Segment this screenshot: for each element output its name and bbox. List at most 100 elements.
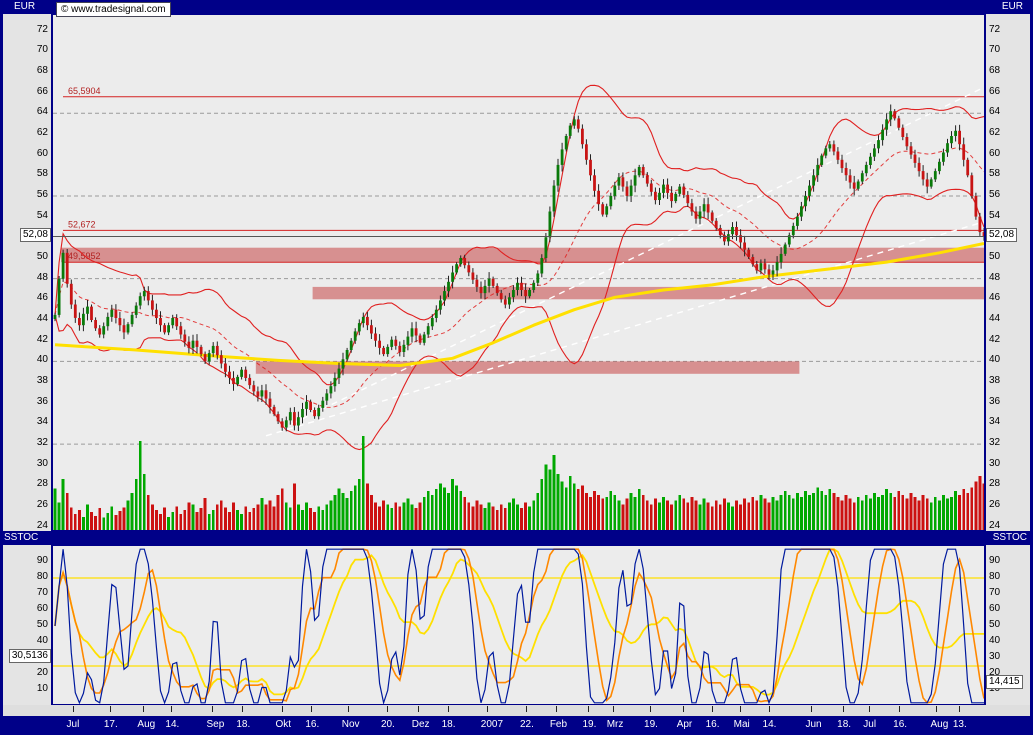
- time-tick-mark: [281, 706, 283, 712]
- price-tick-label: 40: [36, 354, 48, 366]
- price-tick-label: 38: [989, 375, 1001, 387]
- svg-text:65,5904: 65,5904: [68, 86, 101, 96]
- price-axis-currency-right: EUR: [1001, 1, 1023, 12]
- time-tick-mark: [171, 706, 173, 712]
- sstoc-threshold-lines: [53, 577, 984, 667]
- price-tick-label: 32: [989, 437, 1001, 449]
- sstoc-value-tag-left: 30,5136: [8, 649, 51, 664]
- price-tick-label: 64: [989, 106, 1001, 118]
- time-tick-mark: [650, 706, 652, 712]
- time-tick-mark: [242, 706, 244, 712]
- time-axis[interactable]: Jul 17. Aug 14. Sep 18. Okt 16. Nov 20. Dez 18. 2007…: [0, 716, 1033, 735]
- price-axis-currency-left: EUR: [14, 1, 36, 12]
- time-tick-mark: [447, 706, 449, 712]
- time-tick-mark: [347, 706, 349, 712]
- timeline-label: Nov: [341, 719, 360, 730]
- sstoc-tick-label: 40: [989, 635, 1001, 646]
- sstoc-value-tag-right: 14,415: [986, 674, 1023, 689]
- price-chart-plot[interactable]: 65,5904 52,672 49,5952: [52, 14, 985, 531]
- timeline-label: 13.: [952, 719, 967, 730]
- sstoc-tick-label: 20: [989, 667, 1001, 678]
- sstoc-axis-left[interactable]: 90807060504030201030,5136: [3, 545, 51, 705]
- time-tick-mark: [588, 706, 590, 712]
- price-tick-label: 46: [989, 292, 1001, 304]
- price-tick-label: 70: [989, 44, 1001, 56]
- timeline-label: Aug: [137, 719, 156, 730]
- time-tick-mark: [109, 706, 111, 712]
- time-tick-mark: [486, 706, 488, 712]
- time-tick-mark: [811, 706, 813, 712]
- price-tick-label: 34: [36, 416, 48, 428]
- time-tick-mark: [555, 706, 557, 712]
- last-price-tag-right: 52,08: [986, 228, 1018, 243]
- price-tick-label: 66: [36, 85, 48, 97]
- price-tick-label: 66: [989, 85, 1001, 97]
- sstoc-tick-label: 60: [36, 603, 48, 614]
- price-tick-label: 44: [989, 313, 1001, 325]
- moving-average-line: [54, 242, 984, 367]
- sstoc-tick-label: 80: [989, 571, 1001, 582]
- price-tick-label: 24: [36, 519, 48, 531]
- timeline-label: Jun: [805, 719, 822, 730]
- sstoc-indicator-plot[interactable]: [52, 545, 985, 705]
- svg-text:49,5952: 49,5952: [68, 251, 101, 261]
- time-axis-ticks: [3, 705, 1030, 716]
- price-tick-label: 60: [989, 147, 1001, 159]
- time-tick-mark: [72, 706, 74, 712]
- timeline-label: Dez: [411, 719, 430, 730]
- price-tick-label: 30: [36, 457, 48, 469]
- time-tick-mark: [386, 706, 388, 712]
- timeline-label: 19.: [644, 719, 658, 730]
- price-tick-label: 36: [989, 395, 1001, 407]
- price-tick-label: 44: [36, 313, 48, 325]
- time-tick-mark: [417, 706, 419, 712]
- volume-bars: [53, 436, 984, 530]
- indicator-header-bar: SSTOC SSTOC: [0, 531, 1033, 545]
- timeline-label: 2007: [480, 719, 504, 730]
- price-tick-label: 36: [36, 395, 48, 407]
- price-tick-label: 50: [36, 250, 48, 262]
- timeline-label: 14.: [165, 719, 180, 730]
- price-tick-label: 72: [989, 23, 1001, 35]
- time-tick-mark: [936, 706, 938, 712]
- price-tick-label: 58: [989, 168, 1001, 180]
- timeline-label: Aug: [930, 719, 949, 730]
- price-tick-label: 24: [989, 519, 1001, 531]
- price-axis-left[interactable]: 7270686664626058565452504846444240383634…: [3, 14, 51, 531]
- sstoc-tick-label: 30: [989, 651, 1001, 662]
- price-tick-label: 54: [36, 209, 48, 221]
- price-tick-label: 26: [36, 499, 48, 511]
- price-tick-label: 72: [36, 23, 48, 35]
- price-tick-label: 42: [989, 333, 1001, 345]
- time-tick-mark: [711, 706, 713, 712]
- price-tick-label: 62: [36, 126, 48, 138]
- trend-lines: [265, 86, 984, 437]
- sstoc-tick-label: 90: [989, 555, 1001, 566]
- sstoc-tick-label: 60: [989, 603, 1001, 614]
- svg-text:52,672: 52,672: [68, 219, 96, 229]
- time-tick-mark: [212, 706, 214, 712]
- time-tick-mark: [958, 706, 960, 712]
- price-tick-label: 28: [989, 478, 1001, 490]
- sstoc-tick-label: 70: [989, 587, 1001, 598]
- indicator-name-right: SSTOC: [992, 532, 1027, 543]
- timeline-label: Jul: [66, 719, 80, 730]
- last-price-tag-left: 52,08: [19, 228, 51, 243]
- price-tick-label: 48: [989, 271, 1001, 283]
- price-tick-label: 54: [989, 209, 1001, 221]
- timeline-label: 16.: [305, 719, 320, 730]
- timeline-label: 16.: [893, 719, 908, 730]
- time-tick-mark: [143, 706, 145, 712]
- time-tick-mark: [612, 706, 614, 712]
- sstoc-axis-right[interactable]: 90807060504030201014,415: [986, 545, 1030, 705]
- price-tick-label: 68: [989, 64, 1001, 76]
- indicator-name-left: SSTOC: [4, 532, 39, 543]
- time-tick-mark: [739, 706, 741, 712]
- top-bar: EUR © www.tradesignal.com EUR: [0, 0, 1033, 17]
- price-axis-right[interactable]: 7270686664626058565452504846444240383634…: [986, 14, 1030, 531]
- timeline-label: 18.: [236, 719, 251, 730]
- price-chart-canvas: 65,5904 52,672 49,5952: [53, 84, 984, 530]
- timeline-label: 14.: [762, 719, 777, 730]
- timeline-label: Jul: [863, 719, 877, 730]
- price-tick-label: 26: [989, 499, 1001, 511]
